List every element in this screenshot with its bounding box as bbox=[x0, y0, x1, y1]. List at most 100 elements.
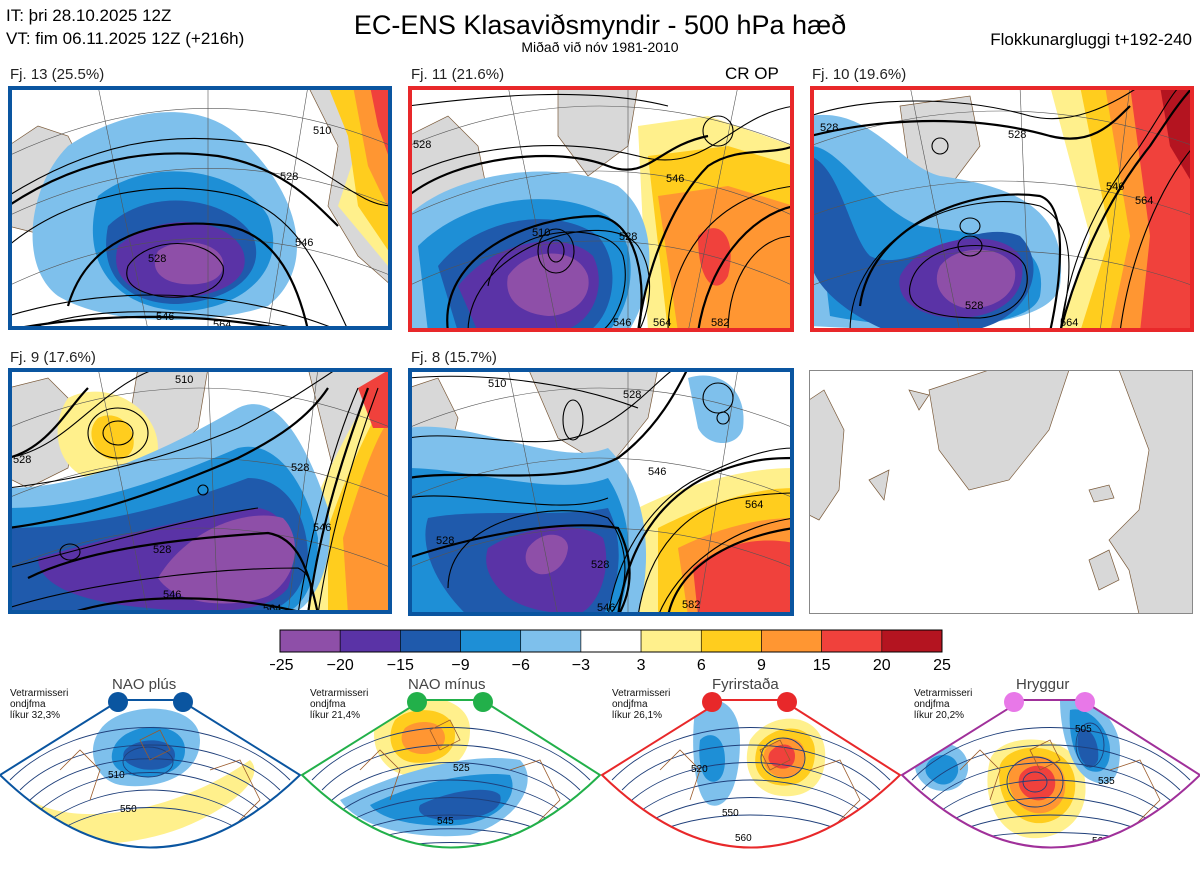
contour-label: 528 bbox=[820, 122, 838, 134]
colorbar-tick-label: −20 bbox=[327, 657, 354, 674]
panel-frame bbox=[8, 368, 392, 614]
panel-tag-crop: CR OP bbox=[725, 64, 779, 83]
colorbar-swatch bbox=[761, 629, 822, 653]
contour-label: 546 bbox=[163, 589, 181, 601]
regime-desc-line: Vetrarmisseri bbox=[310, 688, 369, 699]
contour-label: 528 bbox=[153, 544, 171, 556]
contour-label: 546 bbox=[666, 173, 684, 185]
contour-label: 546 bbox=[156, 311, 174, 323]
contour-label: 510 bbox=[488, 378, 506, 390]
panel-frame bbox=[810, 86, 1194, 332]
contour-label: 582 bbox=[682, 599, 700, 611]
page-subtitle: Miðað við nóv 1981-2010 bbox=[521, 39, 679, 55]
colorbar-tick-label: 6 bbox=[697, 657, 706, 674]
regime-desc-line: líkur 21,4% bbox=[310, 710, 361, 721]
classification-window: Flokkunargluggi t+192-240 bbox=[990, 30, 1192, 49]
regime-dot bbox=[407, 692, 427, 712]
header-info: IT: þri 28.10.2025 12Z VT: fim 06.11.202… bbox=[6, 4, 244, 50]
regime-desc-3: Vetrarmisseri ondjfma líkur 26,1% bbox=[612, 688, 670, 721]
regime-dot bbox=[702, 692, 722, 712]
regime-desc-line: ondjfma bbox=[310, 699, 346, 710]
contour-label: 528 bbox=[619, 231, 637, 243]
land-greenland bbox=[928, 370, 1070, 491]
contour-label: 528 bbox=[965, 300, 983, 312]
contour-label: 564 bbox=[653, 317, 671, 329]
colorbar-swatch bbox=[881, 629, 943, 653]
regime-contour-label: 550 bbox=[120, 804, 137, 815]
panel-label-1: Fj. 13 (25.5%) bbox=[10, 66, 105, 83]
contour-label: 528 bbox=[148, 253, 166, 265]
regime-desc-line: Vetrarmisseri bbox=[612, 688, 671, 699]
page-title: EC-ENS Klasaviðsmyndir - 500 hPa hæð bbox=[353, 10, 847, 40]
regime-dot bbox=[1075, 692, 1095, 712]
regime-title-2: NAO mínus bbox=[408, 676, 486, 693]
regime-dot bbox=[173, 692, 193, 712]
regime-map-nao-minus: 525 545 565 bbox=[302, 700, 600, 861]
panel-frame bbox=[8, 86, 392, 330]
colorbar-swatch bbox=[520, 629, 582, 653]
contour-label: 528 bbox=[591, 559, 609, 571]
regime-map-hryggur: 505 535 560 bbox=[902, 700, 1200, 848]
cluster-map-3: 528 528 528 546 564 564 bbox=[810, 86, 1194, 332]
cluster-map-1: 510 528 528 546 546 564 bbox=[8, 86, 392, 330]
colorbar-swatch bbox=[460, 629, 522, 653]
regime-contour-label: 560 bbox=[735, 833, 752, 844]
colorbar-swatch bbox=[279, 629, 341, 653]
regime-contour-label: 520 bbox=[691, 764, 708, 775]
contour-label: 564 bbox=[1135, 195, 1153, 207]
regime-dot bbox=[108, 692, 128, 712]
regime-dot bbox=[1004, 692, 1024, 712]
colorbar-swatch bbox=[580, 629, 642, 653]
regime-dot bbox=[777, 692, 797, 712]
contour-label: 510 bbox=[532, 227, 550, 239]
colorbar-tick-label: −9 bbox=[451, 657, 469, 674]
land-canada bbox=[809, 389, 845, 521]
regime-contour-label: 510 bbox=[108, 770, 125, 781]
land-europe bbox=[1108, 370, 1193, 614]
regime-maps: 510 550 525 545 565 bbox=[0, 692, 1200, 861]
regime-contour-label: 505 bbox=[1075, 724, 1092, 735]
regime-map-nao-plus: 510 550 bbox=[0, 700, 300, 848]
colorbar-swatch bbox=[821, 629, 883, 653]
contour-label: 528 bbox=[291, 462, 309, 474]
regime-title-1: NAO plús bbox=[112, 676, 177, 693]
regime-desc-line: Vetrarmisseri bbox=[914, 688, 973, 699]
regime-contour-label: 545 bbox=[437, 816, 454, 827]
regime-contour-label: 565 bbox=[447, 850, 464, 861]
colorbar-swatch bbox=[640, 629, 702, 653]
cluster-map-4: 510 528 528 528 546 546 564 bbox=[8, 368, 392, 614]
land-iceland bbox=[1088, 484, 1115, 503]
regime-desc-line: Vetrarmisseri bbox=[10, 688, 69, 699]
colorbar-swatch bbox=[400, 629, 461, 653]
regime-desc-line: ondjfma bbox=[914, 699, 950, 710]
contour-label: 528 bbox=[1008, 129, 1026, 141]
colorbar-tick-label: −6 bbox=[512, 657, 530, 674]
regime-desc-line: líkur 26,1% bbox=[612, 710, 663, 721]
regime-desc-line: ondjfma bbox=[612, 699, 648, 710]
contour-label: 564 bbox=[745, 499, 763, 511]
colorbar-tick-label: 3 bbox=[637, 657, 646, 674]
contour-label: 546 bbox=[613, 317, 631, 329]
contour-label: 528 bbox=[413, 139, 431, 151]
regime-desc-line: ondjfma bbox=[10, 699, 46, 710]
contour-label: 528 bbox=[13, 454, 31, 466]
contour-label: 510 bbox=[175, 374, 193, 386]
valid-time: VT: fim 06.11.2025 12Z (+216h) bbox=[6, 29, 245, 48]
regime-desc-1: Vetrarmisseri ondjfma líkur 32,3% bbox=[10, 688, 68, 721]
panel-label-4: Fj. 9 (17.6%) bbox=[10, 349, 96, 366]
regime-desc-4: Vetrarmisseri ondjfma líkur 20,2% bbox=[914, 688, 972, 721]
colorbar-tick-label: −3 bbox=[572, 657, 590, 674]
contour-label: 546 bbox=[295, 237, 313, 249]
contour-label: 510 bbox=[313, 125, 331, 137]
contour-label: 582 bbox=[711, 317, 729, 329]
panel-label-3: Fj. 10 (19.6%) bbox=[812, 66, 907, 83]
contour-label: 528 bbox=[280, 171, 298, 183]
regime-dot bbox=[473, 692, 493, 712]
colorbar-tick-label: 9 bbox=[757, 657, 766, 674]
regime-desc-2: Vetrarmisseri ondjfma líkur 21,4% bbox=[310, 688, 368, 721]
regime-title-4: Hryggur bbox=[1016, 676, 1070, 693]
contour-label: 528 bbox=[623, 389, 641, 401]
panel-frame bbox=[408, 368, 794, 616]
colorbar-tick-label: 15 bbox=[813, 657, 831, 674]
colorbar-swatch bbox=[339, 629, 401, 653]
